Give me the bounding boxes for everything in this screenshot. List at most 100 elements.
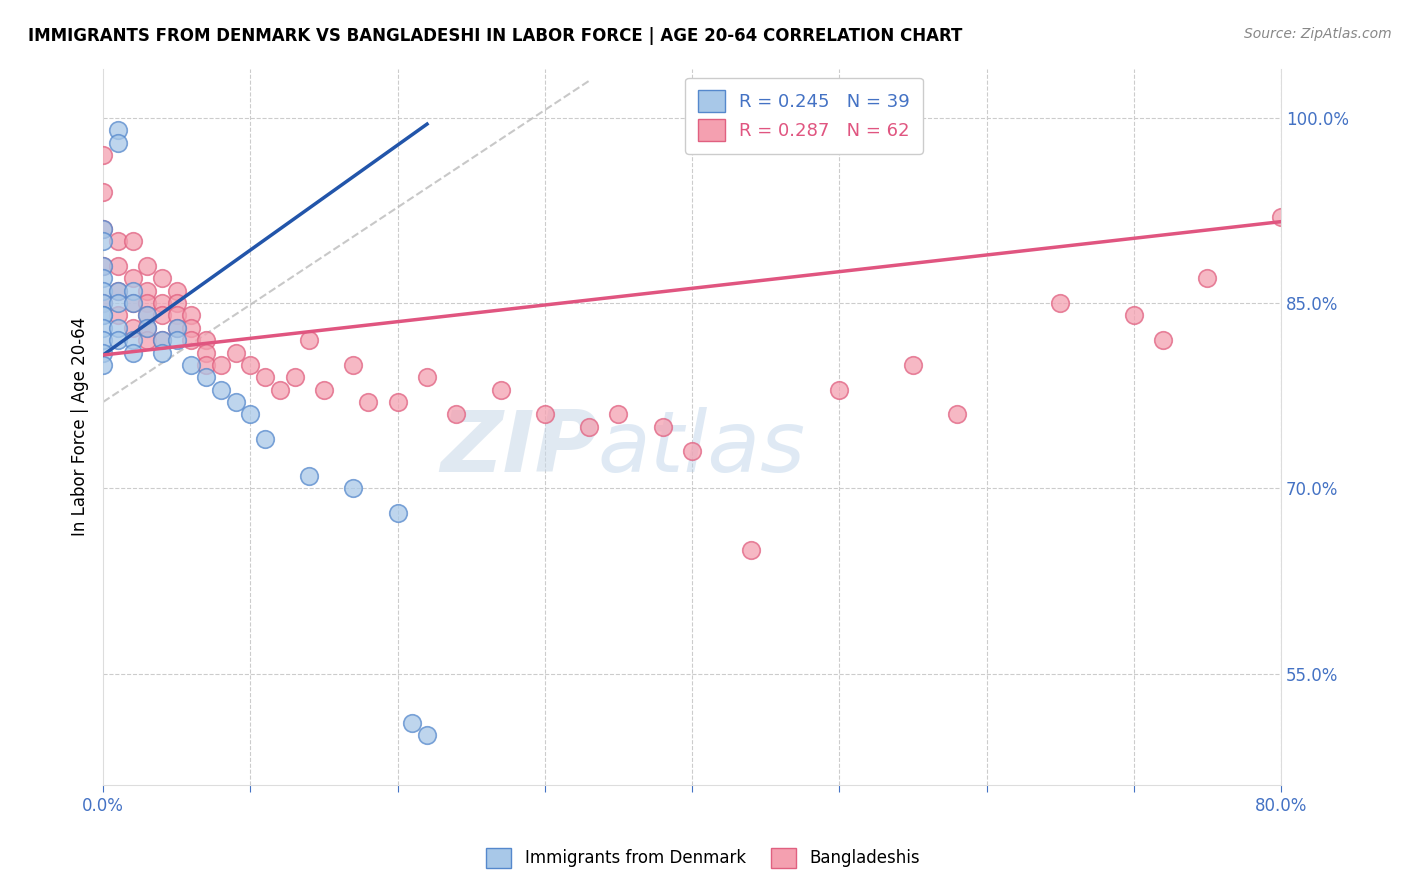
Point [166, 321, 188, 335]
Point [269, 383, 291, 397]
Point [166, 333, 188, 347]
Point [166, 309, 188, 323]
Point [107, 309, 129, 323]
Point [225, 345, 247, 359]
Point [225, 395, 247, 409]
Point [298, 333, 321, 347]
Point [136, 259, 159, 273]
Point [91, 185, 114, 199]
Point [150, 271, 173, 285]
Point [681, 444, 703, 458]
Point [1197, 271, 1219, 285]
Point [209, 358, 232, 372]
Point [150, 333, 173, 347]
Point [91, 271, 114, 285]
Point [1270, 210, 1292, 224]
Point [342, 358, 364, 372]
Point [1122, 309, 1144, 323]
Point [387, 395, 409, 409]
Point [195, 333, 218, 347]
Point [416, 370, 439, 384]
Point [91, 296, 114, 310]
Point [254, 432, 277, 446]
Point [136, 321, 159, 335]
Point [239, 358, 262, 372]
Point [489, 383, 512, 397]
Point [180, 358, 202, 372]
Point [195, 345, 218, 359]
Point [828, 383, 851, 397]
Point [1049, 296, 1071, 310]
Point [150, 296, 173, 310]
Legend: Immigrants from Denmark, Bangladeshis: Immigrants from Denmark, Bangladeshis [479, 841, 927, 875]
Point [121, 321, 143, 335]
Point [121, 284, 143, 298]
Point [416, 728, 439, 742]
Point [91, 284, 114, 298]
Point [107, 136, 129, 150]
Point [121, 345, 143, 359]
Point [91, 309, 114, 323]
Point [533, 407, 555, 421]
Point [901, 358, 924, 372]
Point [283, 370, 305, 384]
Point [107, 259, 129, 273]
Text: Source: ZipAtlas.com: Source: ZipAtlas.com [1244, 27, 1392, 41]
Point [91, 345, 114, 359]
Point [107, 284, 129, 298]
Point [342, 482, 364, 496]
Point [607, 407, 630, 421]
Point [91, 235, 114, 249]
Point [91, 222, 114, 236]
Point [136, 296, 159, 310]
Point [91, 296, 114, 310]
Text: IMMIGRANTS FROM DENMARK VS BANGLADESHI IN LABOR FORCE | AGE 20-64 CORRELATION CH: IMMIGRANTS FROM DENMARK VS BANGLADESHI I… [28, 27, 963, 45]
Point [166, 296, 188, 310]
Point [312, 383, 335, 397]
Point [946, 407, 969, 421]
Point [166, 284, 188, 298]
Point [150, 309, 173, 323]
Legend: R = 0.245   N = 39, R = 0.287   N = 62: R = 0.245 N = 39, R = 0.287 N = 62 [685, 78, 922, 154]
Point [107, 321, 129, 335]
Point [121, 271, 143, 285]
Point [121, 296, 143, 310]
Point [107, 123, 129, 137]
Point [150, 333, 173, 347]
Point [121, 235, 143, 249]
Point [107, 235, 129, 249]
Point [91, 309, 114, 323]
Point [91, 259, 114, 273]
Point [107, 296, 129, 310]
Point [651, 419, 673, 434]
Point [446, 407, 468, 421]
Y-axis label: In Labor Force | Age 20-64: In Labor Force | Age 20-64 [72, 317, 89, 536]
Point [107, 284, 129, 298]
Point [401, 716, 423, 731]
Point [180, 321, 202, 335]
Point [121, 333, 143, 347]
Point [195, 370, 218, 384]
Point [387, 506, 409, 520]
Point [136, 321, 159, 335]
Point [91, 358, 114, 372]
Point [91, 222, 114, 236]
Point [150, 345, 173, 359]
Point [121, 296, 143, 310]
Point [91, 321, 114, 335]
Point [136, 309, 159, 323]
Point [195, 358, 218, 372]
Point [91, 333, 114, 347]
Point [91, 259, 114, 273]
Point [209, 383, 232, 397]
Text: ZIP: ZIP [440, 407, 598, 490]
Point [578, 419, 600, 434]
Point [298, 469, 321, 483]
Point [239, 407, 262, 421]
Point [740, 543, 762, 558]
Text: atlas: atlas [598, 407, 806, 490]
Point [180, 309, 202, 323]
Point [357, 395, 380, 409]
Point [1152, 333, 1174, 347]
Point [107, 333, 129, 347]
